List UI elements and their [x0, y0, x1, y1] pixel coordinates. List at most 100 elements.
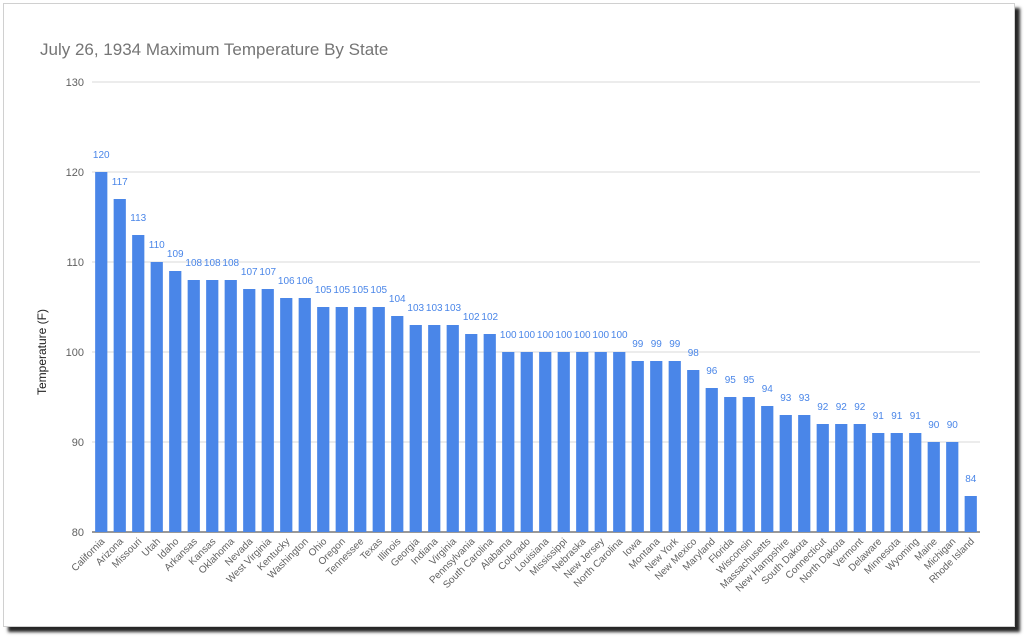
bar — [927, 442, 940, 532]
category-labels: CaliforniaArizonaMissouriUtahIdahoArkans… — [70, 536, 977, 595]
data-label: 98 — [688, 348, 700, 359]
data-label: 100 — [500, 330, 517, 341]
bar — [317, 307, 330, 532]
bar — [631, 361, 644, 532]
data-label: 106 — [296, 276, 313, 287]
y-tick-label: 110 — [66, 257, 84, 269]
data-label: 100 — [592, 330, 609, 341]
bar — [539, 352, 552, 532]
y-tick-label: 100 — [66, 347, 84, 359]
data-label: 113 — [130, 213, 146, 224]
bar — [613, 352, 626, 532]
bar — [835, 424, 848, 532]
y-tick-label: 130 — [66, 77, 84, 89]
chart-title: July 26, 1934 Maximum Temperature By Sta… — [40, 40, 389, 59]
data-label: 96 — [706, 366, 718, 377]
bar — [872, 433, 885, 532]
bar — [372, 307, 385, 532]
data-label: 100 — [518, 330, 535, 341]
data-label: 99 — [632, 339, 644, 350]
bar — [465, 334, 478, 532]
data-label: 106 — [278, 276, 295, 287]
bar — [113, 199, 126, 532]
data-label: 95 — [725, 375, 737, 386]
data-label: 100 — [574, 330, 591, 341]
bar — [890, 433, 903, 532]
data-label: 108 — [204, 258, 221, 269]
data-label: 107 — [259, 267, 276, 278]
data-label: 105 — [315, 285, 332, 296]
data-label: 109 — [167, 249, 184, 260]
data-label: 105 — [352, 285, 369, 296]
bar — [280, 298, 293, 532]
bar — [761, 406, 774, 532]
bar — [798, 415, 811, 532]
data-label: 107 — [241, 267, 258, 278]
data-label: 91 — [910, 411, 922, 422]
data-label: 99 — [651, 339, 663, 350]
data-label: 90 — [928, 420, 940, 431]
bar — [520, 352, 533, 532]
bar — [964, 496, 977, 532]
bar — [206, 280, 219, 532]
data-label: 92 — [836, 402, 848, 413]
bars — [95, 172, 977, 532]
bar — [909, 433, 922, 532]
bar — [687, 370, 700, 532]
bar — [705, 388, 718, 532]
data-label: 103 — [426, 303, 443, 314]
bar — [335, 307, 348, 532]
data-label: 105 — [333, 285, 350, 296]
data-label: 91 — [873, 411, 885, 422]
bar — [298, 298, 311, 532]
data-label: 94 — [762, 384, 774, 395]
bar — [853, 424, 866, 532]
data-label: 91 — [891, 411, 903, 422]
bar — [576, 352, 589, 532]
bar — [446, 325, 459, 532]
bar — [742, 397, 755, 532]
bar — [557, 352, 570, 532]
bar — [502, 352, 515, 532]
data-label: 103 — [444, 303, 461, 314]
grid-lines — [92, 81, 980, 533]
data-label: 93 — [799, 393, 811, 404]
data-label: 100 — [555, 330, 572, 341]
data-label: 92 — [817, 402, 829, 413]
data-label: 105 — [370, 285, 387, 296]
data-label: 84 — [965, 474, 977, 485]
data-label: 103 — [407, 303, 424, 314]
bar — [150, 262, 163, 532]
data-label: 102 — [481, 312, 498, 323]
bar — [724, 397, 737, 532]
data-label: 100 — [537, 330, 554, 341]
bar — [261, 289, 274, 532]
data-label: 93 — [780, 393, 792, 404]
bar — [354, 307, 367, 532]
data-label: 102 — [463, 312, 480, 323]
data-label: 100 — [611, 330, 628, 341]
y-axis-ticks: 80 90 100 110 120 130 — [66, 77, 84, 539]
data-label: 90 — [947, 420, 959, 431]
data-label: 95 — [743, 375, 755, 386]
bar — [779, 415, 792, 532]
y-tick-label: 120 — [66, 167, 84, 179]
data-label: 110 — [149, 240, 165, 251]
data-label: 92 — [854, 402, 866, 413]
data-label: 108 — [185, 258, 202, 269]
bar — [816, 424, 829, 532]
bar — [243, 289, 256, 532]
bar — [391, 316, 404, 532]
bar — [409, 325, 422, 532]
bar — [483, 334, 496, 532]
bar — [169, 271, 182, 532]
bar — [594, 352, 607, 532]
data-label: 117 — [112, 177, 128, 188]
bar — [428, 325, 441, 532]
bar — [650, 361, 663, 532]
y-axis-label: Temperature (F) — [35, 309, 49, 395]
bar — [132, 235, 145, 532]
y-tick-label: 90 — [72, 437, 84, 449]
